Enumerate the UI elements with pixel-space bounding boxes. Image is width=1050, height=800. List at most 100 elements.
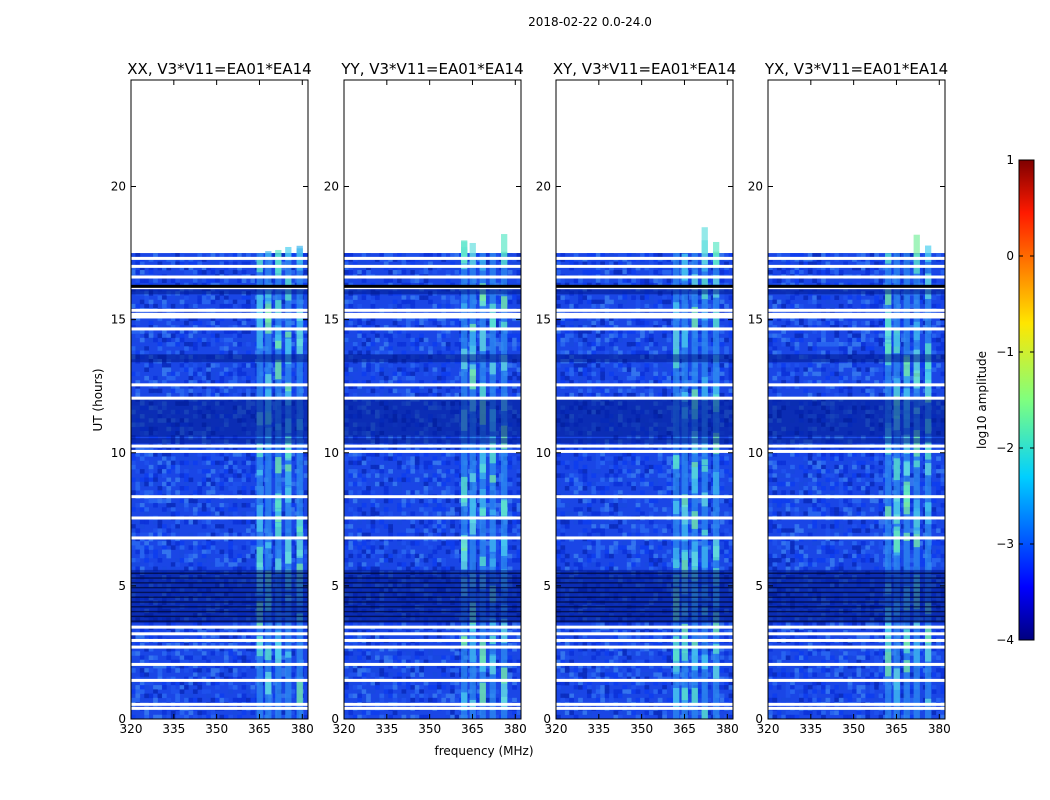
noise-cell (272, 634, 278, 639)
noise-cell (135, 261, 141, 267)
noise-cell (148, 388, 154, 394)
y-tick-label: 10 (111, 446, 126, 460)
flagged-row (131, 444, 308, 448)
noise-cell (161, 325, 167, 330)
noise-cell (175, 342, 180, 347)
noise-cell (135, 253, 141, 258)
noise-cell (144, 549, 149, 555)
noise-cell (397, 621, 402, 627)
noise-cell (392, 651, 398, 656)
noise-cell (445, 384, 451, 389)
noise-cell (392, 316, 398, 322)
noise-cell (366, 346, 371, 351)
noise-cell (441, 299, 447, 305)
noise-cell (241, 511, 247, 516)
noise-cell (170, 545, 176, 550)
noise-cell (516, 265, 522, 271)
noise-cell (507, 477, 513, 483)
noise-cell (383, 486, 389, 491)
noise-cell (366, 693, 371, 699)
noise-cell (206, 473, 211, 478)
noise-cell (188, 303, 194, 309)
noise-cell (131, 663, 136, 669)
noise-cell (374, 685, 380, 690)
noise-cell (201, 710, 207, 716)
noise-cell (357, 270, 362, 275)
noise-cell (450, 261, 455, 267)
noise-cell (148, 384, 154, 389)
noise-cell (232, 519, 238, 525)
noise-cell (215, 668, 220, 673)
noise-cell (197, 668, 203, 673)
noise-cell (223, 553, 229, 559)
noise-cell (232, 558, 238, 563)
noise-cell (175, 384, 180, 389)
noise-cell (450, 680, 455, 686)
noise-cell (192, 507, 198, 512)
noise-cell (206, 380, 211, 385)
noise-cell (135, 651, 141, 656)
noise-cell (436, 303, 442, 309)
noise-cell (281, 685, 287, 690)
noise-cell (175, 541, 180, 546)
noise-cell (428, 261, 433, 267)
noise-cell (383, 371, 389, 377)
noise-cell (228, 668, 234, 673)
noise-cell (201, 460, 207, 466)
noise-cell (219, 350, 225, 356)
noise-cell (445, 342, 451, 347)
noise-cell (507, 566, 513, 572)
noise-cell (361, 566, 367, 572)
noise-cell (383, 342, 389, 347)
noise-cell (192, 261, 198, 267)
noise-cell (348, 367, 354, 372)
noise-cell (370, 371, 376, 377)
noise-cell (445, 549, 451, 555)
noise-cell (192, 325, 198, 330)
noise-cell (290, 528, 296, 533)
noise-cell (139, 668, 145, 673)
noise-cell (131, 507, 136, 512)
noise-cell (272, 524, 278, 529)
noise-cell (192, 714, 198, 720)
noise-cell (397, 693, 402, 699)
noise-cell (441, 481, 447, 487)
noise-cell (179, 659, 185, 665)
noise-cell (228, 486, 234, 491)
noise-cell (232, 299, 238, 305)
noise-cell (405, 346, 411, 351)
noise-cell (215, 524, 220, 529)
rfi-patch (275, 523, 282, 538)
noise-cell (441, 316, 447, 322)
noise-cell (410, 388, 416, 394)
noise-cell (397, 507, 402, 512)
noise-cell (206, 325, 211, 330)
noise-cell (237, 486, 242, 491)
noise-cell (410, 549, 416, 555)
noise-cell (383, 456, 389, 461)
noise-cell (153, 519, 158, 525)
noise-cell (405, 502, 411, 508)
noise-cell (175, 651, 180, 656)
noise-cell (361, 634, 367, 639)
noise-cell (161, 363, 167, 368)
noise-cell (383, 685, 389, 690)
noise-cell (392, 549, 398, 555)
noise-cell (344, 697, 349, 703)
noise-cell (485, 346, 491, 351)
noise-cell (388, 333, 393, 339)
noise-cell (432, 367, 438, 372)
noise-cell (370, 519, 376, 525)
noise-cell (153, 477, 158, 483)
noise-cell (144, 693, 149, 699)
noise-cell (494, 469, 500, 474)
noise-cell (170, 464, 176, 470)
noise-cell (388, 689, 393, 694)
noise-cell (357, 562, 362, 567)
noise-cell (179, 545, 185, 550)
noise-cell (366, 689, 371, 694)
noise-cell (401, 541, 407, 546)
noise-cell (272, 689, 278, 694)
noise-cell (206, 456, 211, 461)
noise-cell (397, 367, 402, 372)
